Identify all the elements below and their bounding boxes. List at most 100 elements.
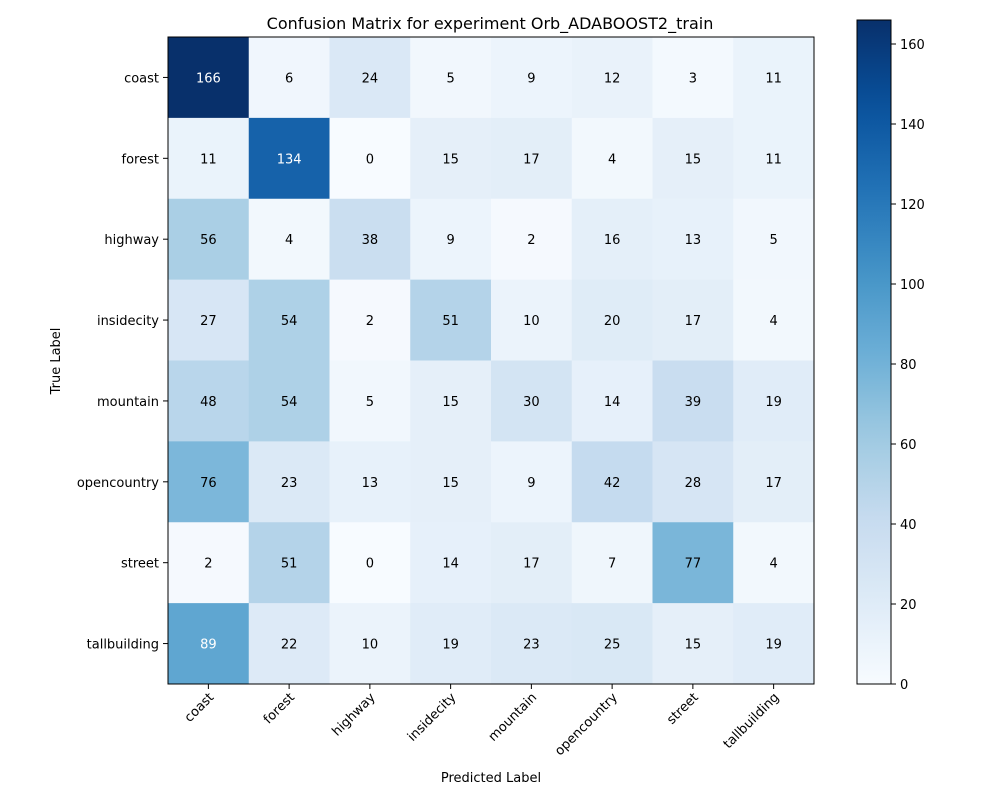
heatmap-cell xyxy=(491,117,573,200)
heatmap-cell xyxy=(491,279,573,361)
cell-value-label: 10 xyxy=(362,638,379,653)
heatmap-cells xyxy=(168,37,815,685)
heatmap-cell xyxy=(571,117,653,200)
cell-value-label: 3 xyxy=(689,71,697,86)
heatmap-cell xyxy=(652,279,734,361)
x-tick-label: forest xyxy=(261,690,298,727)
plot-frame xyxy=(167,36,815,685)
heatmap-cell xyxy=(329,360,411,442)
cell-value-label: 14 xyxy=(604,395,621,410)
colorbar-tick-label: 140 xyxy=(900,118,925,133)
colorbar-ticks: 0 20 40 60 80 100 120 140 160 xyxy=(891,38,925,693)
cell-value-label: 19 xyxy=(765,395,782,410)
heatmap-cell xyxy=(410,522,492,604)
x-tick-label: opencountry xyxy=(552,690,621,759)
heatmap-cell xyxy=(329,279,411,361)
cell-value-label: 12 xyxy=(604,71,621,86)
heatmap-cell xyxy=(571,37,653,119)
heatmap-cell xyxy=(491,198,573,281)
heatmap-cell xyxy=(733,441,815,523)
y-tick-label: insidecity xyxy=(97,314,159,329)
heatmap-cell xyxy=(571,198,653,281)
y-axis-label: True Label xyxy=(49,328,64,396)
cell-value-label: 15 xyxy=(442,476,459,491)
cell-value-label: 9 xyxy=(527,71,535,86)
heatmap-cell xyxy=(491,603,573,685)
heatmap-cell xyxy=(410,279,492,361)
heatmap-cell xyxy=(491,360,573,442)
heatmap-cell xyxy=(248,441,330,523)
heatmap-cell xyxy=(329,522,411,604)
x-tick-label: street xyxy=(664,690,701,727)
heatmap-cell xyxy=(652,360,734,442)
heatmap-cell xyxy=(329,117,411,200)
cell-value-label: 27 xyxy=(200,314,217,329)
cell-value-label: 17 xyxy=(523,557,540,572)
cell-value-label: 166 xyxy=(196,71,221,86)
heatmap-cell xyxy=(248,522,330,604)
y-tick-label: opencountry xyxy=(77,476,159,491)
cell-value-label: 39 xyxy=(685,395,702,410)
colorbar-tick-label: 0 xyxy=(900,678,908,693)
cell-value-label: 77 xyxy=(685,557,702,572)
cell-value-label: 15 xyxy=(685,638,702,653)
colorbar-tick-label: 120 xyxy=(900,198,925,213)
cell-value-label: 89 xyxy=(200,638,217,653)
heatmap-cell xyxy=(329,37,411,119)
y-tick-label: coast xyxy=(124,71,159,86)
cell-value-label: 20 xyxy=(604,314,621,329)
heatmap-cell xyxy=(329,603,411,685)
cell-value-label: 13 xyxy=(362,476,379,491)
heatmap-cell xyxy=(491,522,573,604)
heatmap-cell xyxy=(733,37,815,119)
cell-value-label: 11 xyxy=(200,152,217,167)
cell-value-label: 42 xyxy=(604,476,621,491)
x-tick-label: mountain xyxy=(486,690,540,744)
cell-value-label: 11 xyxy=(765,71,782,86)
heatmap-cell xyxy=(168,117,250,200)
heatmap-cell xyxy=(248,198,330,281)
cell-value-label: 4 xyxy=(285,233,293,248)
cell-value-label: 0 xyxy=(366,152,374,167)
colorbar-tick-label: 20 xyxy=(900,598,917,613)
cell-value-label: 25 xyxy=(604,638,621,653)
cell-value-label: 10 xyxy=(523,314,540,329)
colorbar-tick-label: 80 xyxy=(900,358,917,373)
cell-value-label: 56 xyxy=(200,233,217,248)
cell-value-label: 54 xyxy=(281,395,298,410)
cell-value-label: 30 xyxy=(523,395,540,410)
cell-value-label: 2 xyxy=(204,557,212,572)
cell-value-label: 15 xyxy=(685,152,702,167)
heatmap-cell xyxy=(248,603,330,685)
heatmap-cell xyxy=(168,279,250,361)
heatmap-cell xyxy=(248,279,330,361)
cell-value-label: 17 xyxy=(523,152,540,167)
cell-value-label: 23 xyxy=(281,476,298,491)
heatmap-cell xyxy=(652,198,734,281)
cell-value-label: 5 xyxy=(446,71,454,86)
cell-value-label: 0 xyxy=(366,557,374,572)
cell-value-label: 23 xyxy=(523,638,540,653)
cell-value-label: 51 xyxy=(281,557,298,572)
colorbar-tick-label: 160 xyxy=(900,38,925,53)
cell-value-label: 48 xyxy=(200,395,217,410)
x-tick-label: insidecity xyxy=(405,690,460,745)
heatmap-cell xyxy=(168,360,250,442)
cell-value-label: 9 xyxy=(527,476,535,491)
cell-value-label: 16 xyxy=(604,233,621,248)
y-tick-label: street xyxy=(121,557,159,572)
heatmap-cell xyxy=(248,117,330,200)
heatmap-cell xyxy=(733,198,815,281)
cell-value-label: 9 xyxy=(446,233,454,248)
heatmap-cell xyxy=(168,37,250,119)
heatmap-cell xyxy=(168,198,250,281)
heatmap-cell xyxy=(571,603,653,685)
colorbar xyxy=(856,19,892,685)
cell-value-label: 4 xyxy=(769,557,777,572)
cell-value-label: 5 xyxy=(366,395,374,410)
y-tick-label: highway xyxy=(104,233,159,248)
cell-value-label: 13 xyxy=(685,233,702,248)
